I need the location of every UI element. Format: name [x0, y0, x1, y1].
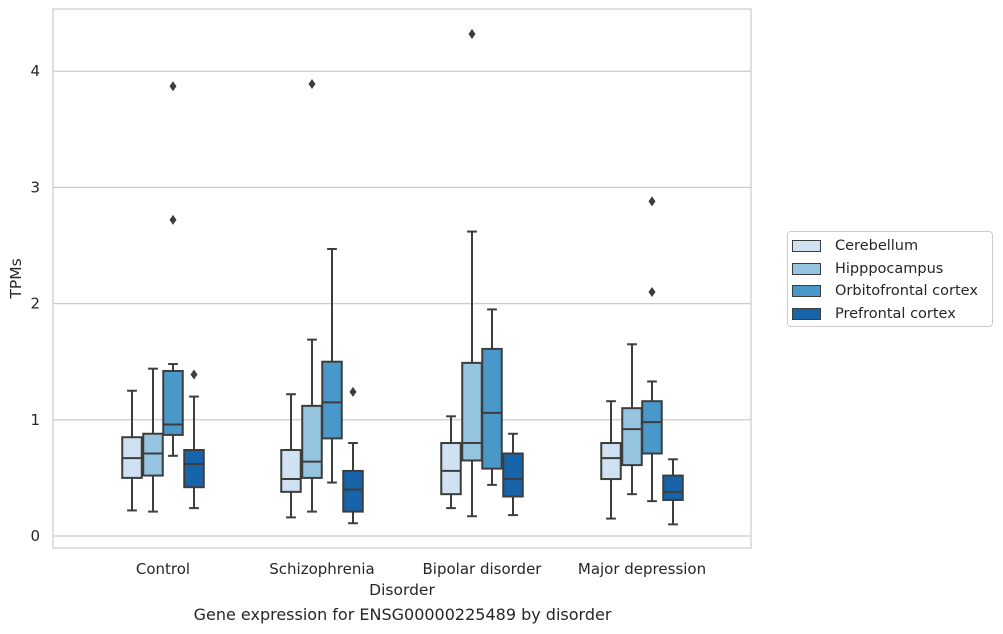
outlier-point — [308, 78, 316, 89]
legend-swatch — [792, 307, 821, 320]
outlier-point — [349, 386, 357, 397]
iqr-box — [162, 369, 184, 436]
y-tick-label: 0 — [30, 527, 40, 545]
box-cerebellum-major-depression — [600, 400, 622, 520]
box-hipppocampus-control — [142, 367, 164, 513]
box-cerebellum-control — [121, 389, 143, 512]
y-tick-label: 2 — [30, 295, 40, 313]
iqr-box — [183, 449, 205, 489]
x-tick-label: Schizophrenia — [269, 560, 374, 578]
box-prefrontal-cortex-major-depression — [662, 458, 684, 526]
outlier-point — [468, 29, 476, 40]
outlier-point — [169, 214, 177, 225]
iqr-box — [301, 404, 323, 479]
iqr-box — [280, 449, 302, 493]
y-axis-label: TPMs — [7, 258, 25, 299]
legend-item: Prefrontal cortex — [792, 303, 992, 326]
x-tick-label: Control — [136, 560, 190, 578]
legend: Cerebellum Hipppocampus Orbitofrontal cort… — [787, 231, 993, 327]
box-cerebellum-schizophrenia — [280, 393, 302, 519]
box-orbitofrontal-cortex-schizophrenia — [321, 247, 343, 484]
box-prefrontal-cortex-control — [183, 369, 205, 510]
iqr-box — [321, 360, 343, 440]
legend-label: Orbitofrontal cortex — [835, 283, 978, 300]
y-tick-label: 3 — [30, 178, 40, 196]
box-orbitofrontal-cortex-major-depression — [641, 196, 663, 503]
legend-item: Hipppocampus — [792, 258, 992, 281]
box-hipppocampus-major-depression — [621, 343, 643, 496]
iqr-box — [481, 347, 503, 470]
y-axis-ticks: 0 1 2 3 4 — [30, 62, 40, 545]
legend-label: Hipppocampus — [835, 260, 944, 277]
legend-swatch — [792, 262, 821, 275]
iqr-box — [621, 407, 643, 467]
box-hipppocampus-schizophrenia — [301, 78, 323, 513]
legend-label: Prefrontal cortex — [835, 305, 956, 322]
y-tick-label: 4 — [30, 62, 40, 80]
outlier-point — [648, 196, 656, 207]
iqr-box — [600, 442, 622, 481]
box-orbitofrontal-cortex-bipolar-disorder — [481, 308, 503, 486]
plot-area-frame — [52, 8, 752, 549]
box-orbitofrontal-cortex-control — [162, 81, 184, 457]
x-tick-label: Bipolar disorder — [423, 560, 543, 578]
boxes — [121, 29, 684, 526]
box-prefrontal-cortex-schizophrenia — [342, 386, 364, 525]
outlier-point — [648, 286, 656, 297]
legend-swatch — [792, 285, 821, 298]
iqr-box — [662, 474, 684, 501]
box-cerebellum-bipolar-disorder — [440, 415, 462, 510]
iqr-box — [641, 400, 663, 455]
x-tick-label: Major depression — [578, 560, 706, 578]
iqr-box — [142, 432, 164, 477]
x-axis-label: Disorder — [369, 581, 435, 599]
y-tick-label: 1 — [30, 411, 40, 429]
outlier-point — [190, 369, 198, 380]
iqr-box — [440, 442, 462, 496]
iqr-box — [502, 452, 524, 498]
iqr-box — [342, 469, 364, 513]
box-prefrontal-cortex-bipolar-disorder — [502, 432, 524, 517]
legend-item: Cerebellum — [792, 235, 992, 258]
legend-swatch — [792, 240, 821, 253]
outlier-point — [169, 81, 177, 92]
x-axis-ticks: Control Schizophrenia Bipolar disorder Majo… — [136, 560, 706, 578]
iqr-box — [461, 361, 483, 462]
legend-item: Orbitofrontal cortex — [792, 280, 992, 303]
chart-title: Gene expression for ENSG00000225489 by d… — [193, 605, 612, 624]
box-hipppocampus-bipolar-disorder — [461, 29, 483, 518]
legend-label: Cerebellum — [835, 238, 919, 255]
